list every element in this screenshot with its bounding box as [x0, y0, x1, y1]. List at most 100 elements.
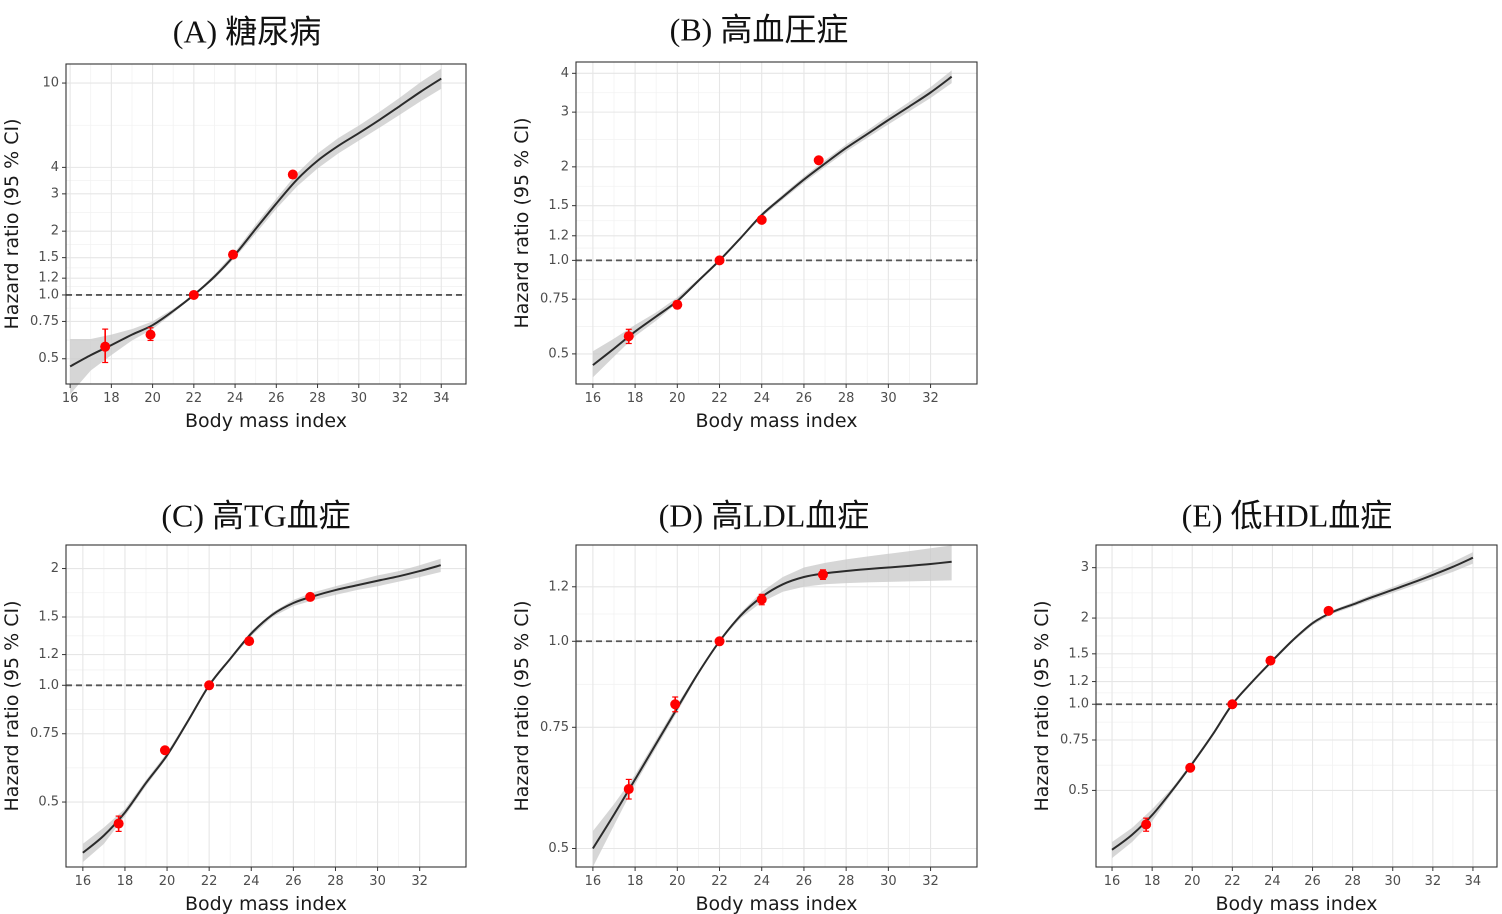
x-tick-label: 20 [159, 874, 176, 889]
x-tick-label: 32 [411, 874, 428, 889]
x-tick-label: 20 [669, 391, 686, 406]
y-tick-label: 10 [42, 76, 59, 91]
x-tick-label: 18 [627, 391, 644, 406]
y-axis-title: Hazard ratio (95 % CI) [511, 118, 533, 329]
y-tick-label: 1.5 [1068, 646, 1089, 661]
panel-title: (E) 低HDL血症 [1182, 497, 1393, 533]
x-axis-title: Body mass index [696, 410, 858, 432]
x-tick-label: 24 [227, 391, 244, 406]
x-tick-label: 30 [880, 391, 897, 406]
y-tick-label: 2 [1081, 611, 1089, 626]
x-tick-label: 28 [309, 391, 326, 406]
y-tick-label: 0.75 [1060, 732, 1089, 747]
x-tick-label: 28 [838, 874, 855, 889]
y-tick-label: 1.2 [1068, 674, 1089, 689]
x-tick-label: 26 [796, 874, 813, 889]
x-tick-label: 30 [1384, 874, 1401, 889]
y-tick-label: 0.75 [30, 314, 59, 329]
x-tick-label: 20 [144, 391, 161, 406]
x-tick-label: 32 [922, 874, 939, 889]
data-point [159, 745, 170, 756]
y-tick-label: 1.2 [548, 579, 569, 594]
x-tick-label: 28 [1344, 874, 1361, 889]
x-tick-label: 26 [796, 391, 813, 406]
y-tick-label: 0.5 [38, 351, 59, 366]
data-point [1265, 655, 1276, 666]
y-tick-label: 0.5 [1068, 783, 1089, 798]
data-point [100, 341, 111, 352]
y-tick-label: 1.0 [548, 253, 569, 268]
plot-background [1096, 545, 1497, 867]
x-tick-label: 24 [753, 391, 770, 406]
confidence-band [70, 68, 442, 395]
plot-border [575, 544, 978, 868]
x-tick-label: 16 [1104, 874, 1121, 889]
plot-border [575, 61, 978, 385]
x-tick-label: 32 [1425, 874, 1442, 889]
spline-curve [1111, 556, 1474, 851]
y-tick-label: 1.0 [38, 287, 59, 302]
y-axis-title: Hazard ratio (95 % CI) [1031, 601, 1053, 812]
x-tick-label: 34 [1465, 874, 1482, 889]
x-tick-label: 16 [585, 874, 602, 889]
panel-title: (A) 糖尿病 [173, 13, 321, 49]
data-point [305, 591, 316, 602]
x-axis-title: Body mass index [185, 410, 347, 432]
confidence-band [592, 545, 952, 867]
x-tick-label: 32 [392, 391, 409, 406]
y-tick-label: 1.5 [38, 250, 59, 265]
data-point [813, 155, 824, 166]
x-tick-label: 30 [369, 874, 386, 889]
data-point [817, 569, 828, 580]
data-point [1185, 762, 1196, 773]
x-axis-title: Body mass index [1216, 893, 1378, 914]
x-tick-label: 22 [201, 874, 218, 889]
x-tick-label: 22 [711, 391, 728, 406]
x-tick-label: 30 [351, 391, 368, 406]
y-tick-label: 4 [51, 160, 59, 175]
x-tick-label: 24 [1264, 874, 1281, 889]
y-tick-label: 0.75 [30, 726, 59, 741]
data-point [1141, 819, 1152, 830]
x-tick-label: 18 [103, 391, 120, 406]
data-point [228, 249, 239, 260]
plot-background [576, 62, 977, 384]
spline-curve [69, 77, 442, 368]
plot-border [65, 63, 467, 385]
x-tick-label: 16 [62, 391, 79, 406]
x-axis-title: Body mass index [696, 893, 858, 914]
x-tick-label: 24 [243, 874, 260, 889]
plot-border [65, 544, 467, 868]
x-tick-label: 24 [753, 874, 770, 889]
data-point [1227, 699, 1238, 710]
data-point [145, 329, 156, 340]
y-tick-label: 2 [561, 159, 569, 174]
plot-background [66, 545, 466, 867]
x-tick-label: 26 [285, 874, 302, 889]
x-tick-label: 32 [922, 391, 939, 406]
y-axis-title: Hazard ratio (95 % CI) [1, 119, 23, 330]
x-tick-label: 26 [268, 391, 285, 406]
data-point [714, 255, 725, 266]
data-point [113, 818, 124, 829]
data-point [623, 331, 634, 342]
x-tick-label: 22 [186, 391, 203, 406]
data-point [204, 680, 215, 691]
y-tick-label: 1.2 [38, 271, 59, 286]
x-tick-label: 18 [1144, 874, 1161, 889]
y-tick-label: 0.75 [540, 292, 569, 307]
x-tick-label: 16 [75, 874, 92, 889]
y-tick-label: 4 [561, 66, 569, 81]
spline-curve [82, 564, 442, 854]
x-tick-label: 28 [838, 391, 855, 406]
x-tick-label: 30 [880, 874, 897, 889]
spline-curve [592, 75, 953, 366]
y-tick-label: 2 [51, 561, 59, 576]
y-tick-label: 0.5 [548, 841, 569, 856]
x-tick-label: 18 [627, 874, 644, 889]
x-axis-title: Body mass index [185, 893, 347, 914]
spline-curve [592, 560, 952, 850]
y-tick-label: 0.5 [548, 346, 569, 361]
